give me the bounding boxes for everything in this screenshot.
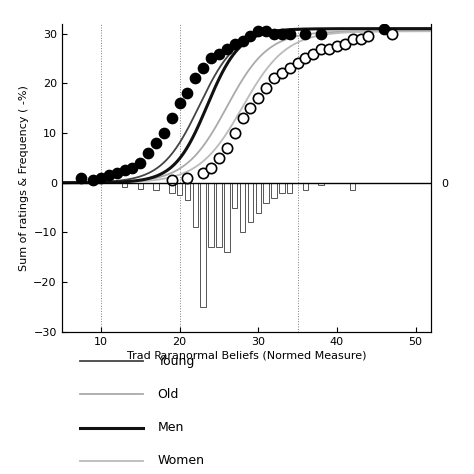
Point: [207, 164, 215, 172]
Point: [215, 154, 223, 162]
Point: [294, 60, 301, 67]
Point: [176, 100, 183, 107]
Point: [128, 164, 136, 172]
Point: [318, 30, 325, 37]
Point: [137, 159, 144, 167]
Text: Old: Old: [158, 388, 179, 401]
Point: [89, 176, 97, 184]
Bar: [240, 182, 246, 232]
Point: [278, 70, 286, 77]
Bar: [350, 182, 356, 190]
Point: [184, 174, 191, 182]
Point: [246, 32, 254, 40]
Point: [286, 30, 293, 37]
Point: [341, 40, 348, 47]
Bar: [153, 182, 159, 190]
Point: [113, 169, 120, 177]
Bar: [177, 182, 182, 195]
Text: Young: Young: [158, 355, 195, 368]
Point: [223, 45, 231, 52]
Bar: [224, 182, 229, 252]
Point: [168, 114, 175, 122]
Point: [200, 169, 207, 177]
Point: [207, 55, 215, 62]
X-axis label: Trad Paranormal Beliefs (Normed Measure): Trad Paranormal Beliefs (Normed Measure): [127, 351, 366, 361]
Bar: [216, 182, 222, 247]
Point: [239, 114, 246, 122]
Point: [349, 35, 356, 42]
Y-axis label: Sum of ratings & Frequency ( -%): Sum of ratings & Frequency ( -%): [19, 85, 29, 271]
Bar: [255, 182, 261, 212]
Point: [121, 166, 128, 174]
Bar: [232, 182, 237, 208]
Point: [255, 27, 262, 35]
Point: [310, 50, 317, 57]
Point: [301, 55, 309, 62]
Point: [97, 174, 105, 182]
Point: [231, 40, 238, 47]
Point: [301, 30, 309, 37]
Point: [357, 35, 365, 42]
Point: [160, 129, 168, 137]
Point: [270, 74, 278, 82]
Bar: [287, 182, 292, 192]
Point: [200, 64, 207, 72]
Bar: [279, 182, 284, 192]
Point: [388, 30, 396, 37]
Bar: [201, 182, 206, 307]
Text: Men: Men: [158, 421, 184, 434]
Point: [223, 144, 231, 152]
Bar: [209, 182, 214, 247]
Point: [145, 149, 152, 157]
Bar: [271, 182, 277, 198]
Text: Women: Women: [158, 454, 205, 467]
Bar: [247, 182, 253, 222]
Bar: [319, 182, 324, 185]
Bar: [192, 182, 198, 228]
Point: [215, 50, 223, 57]
Point: [278, 30, 286, 37]
Point: [333, 42, 341, 50]
Point: [246, 104, 254, 112]
Point: [239, 37, 246, 45]
Point: [191, 74, 199, 82]
Bar: [303, 182, 308, 190]
Bar: [137, 182, 143, 189]
Point: [262, 27, 270, 35]
Point: [286, 64, 293, 72]
Point: [77, 174, 85, 182]
Bar: [185, 182, 190, 200]
Bar: [264, 182, 269, 202]
Bar: [122, 182, 128, 187]
Point: [380, 25, 388, 32]
Point: [325, 45, 333, 52]
Point: [255, 94, 262, 102]
Point: [168, 176, 175, 184]
Bar: [169, 182, 174, 192]
Point: [152, 139, 160, 147]
Point: [318, 45, 325, 52]
Point: [365, 32, 372, 40]
Point: [184, 90, 191, 97]
Point: [231, 129, 238, 137]
Point: [105, 172, 113, 179]
Point: [270, 30, 278, 37]
Point: [262, 84, 270, 92]
